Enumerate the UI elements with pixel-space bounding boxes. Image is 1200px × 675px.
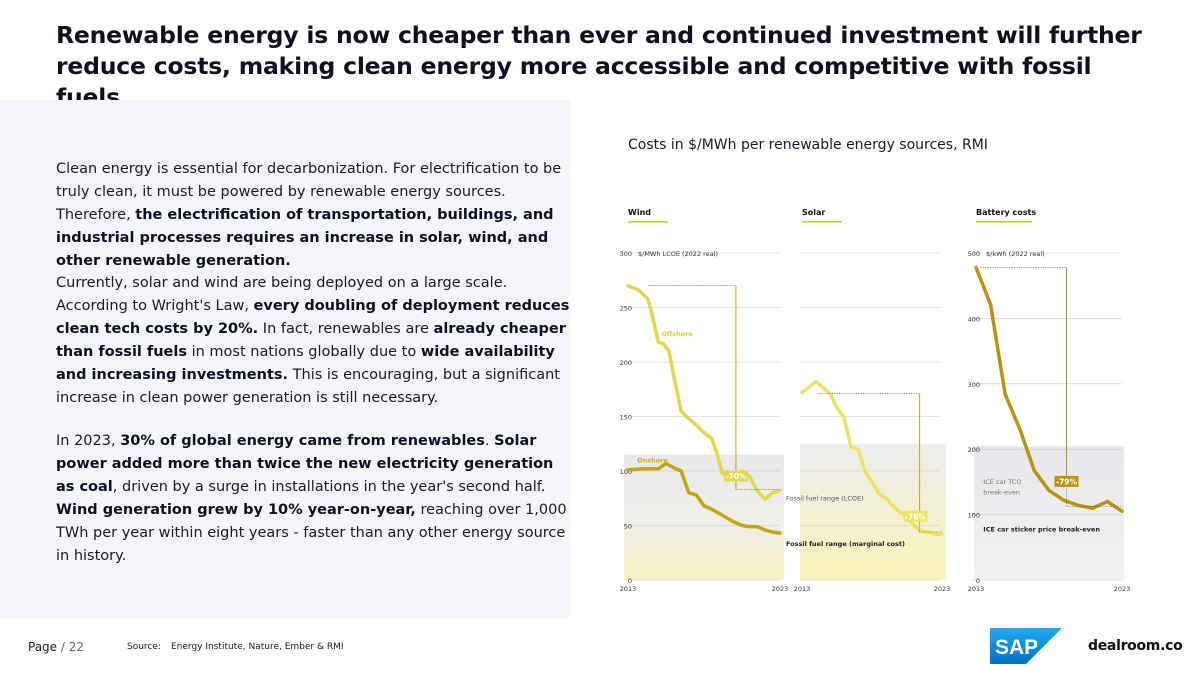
annotation-badge [1054,475,1079,487]
bold-phrase: wide availability and increasing investm… [56,344,555,383]
series-line-onshore [626,461,782,535]
chart-title: Costs in $/MWh per renewable energy sour… [628,137,988,153]
chart-panel: Costs in $/MWh per renewable energy sour… [570,100,1200,618]
sap-logo-text: SAP [995,636,1038,659]
panel-title: Solar [802,208,825,217]
y-tick-label: 50 [624,523,632,531]
bold-phrase: the electrification of transportation, b… [56,207,554,269]
bold-phrase: 30% of global energy came from renewable… [120,433,485,449]
page-label: Page [28,640,58,654]
annotation-battery: -79% [1056,477,1078,486]
label-ice-sticker: ICE car sticker price break-even [983,526,1100,534]
bold-phrase: already cheaper than fossil fuels [56,321,566,360]
source-label: Source: [127,642,161,652]
panel-title: Battery costs [976,208,1036,217]
panel-title-underline [628,221,668,223]
x-tick-label: 2013 [620,585,637,593]
text-span: In 2023, [56,433,121,449]
headline: Renewable energy is now cheaper than eve… [56,21,1142,111]
ice-breakeven-band [974,445,1124,580]
text-span: reaching over 1,000 TWh per year within … [56,502,567,564]
y-tick-label: 300 [620,250,632,258]
range-label-lcoe: Fossil fuel range (LCOE) [786,494,864,502]
y-tick-label: 150 [620,414,632,422]
series-line-battery-costs [974,265,1124,514]
y-tick-label: 0 [628,577,632,585]
fossil-range-band [624,454,784,580]
y-tick-label: 200 [620,359,632,367]
reduction-bracket [980,267,1122,508]
x-tick-label: 2013 [968,585,985,593]
label-ice-tco: ICE car TCO [983,478,1021,486]
annotation-wind: -70% [725,472,747,481]
charts-figure: Wind 0 50 100 150 200 250 300 $/MWh LCOE (2022 r… [620,208,1131,593]
x-tick-label: 2023 [772,585,789,593]
text-span: Clean energy is essential for decarboniz… [56,161,562,223]
text-span: . [484,433,495,449]
bold-phrase: Wind generation grew by 10% year-on-year… [56,502,416,518]
panel-title-underline [976,221,1032,223]
source-text: Energy Institute, Nature, Ember & RMI [171,642,344,652]
series-line-solar [800,379,944,536]
text-span: This is encouraging, but a significant i… [56,367,560,406]
page-number: / 22 [60,640,85,654]
label-ice-tco: break-even [983,488,1020,496]
annotation-badge [723,470,748,482]
y-tick-label: 100 [968,512,980,520]
series-line-offshore [626,283,782,502]
dealroom-logo: dealroom.co [1088,638,1183,654]
y-tick-label: 200 [968,446,980,454]
y-tick-label: 500 [968,250,980,258]
x-tick-label: 2023 [1114,585,1131,593]
bold-phrase: every doubling of deployment reduces cle… [56,298,570,337]
bold-phrase: Solar power added more than twice the ne… [56,433,554,495]
sap-logo: SAP [990,628,1062,664]
y-tick-label: 400 [968,315,980,323]
content-band: Clean energy is essential for decarboniz… [0,100,1200,618]
annotation-badge [903,510,928,522]
page-indicator: Page / 22 [28,640,84,654]
panel-title: Wind [628,208,651,217]
text-span: in most nations globally due to [187,344,421,360]
text-span: In fact, renewables are [258,321,434,337]
y-tick-label: 300 [968,381,980,389]
paragraph-2023-stats: In 2023, 30% of global energy came from … [56,430,571,568]
unit-label: $/MWh LCOE (2022 real) [638,250,718,258]
series-label-offshore: Offshore [661,330,693,338]
text-span: , driven by a surge in installations in … [112,479,546,495]
paragraph-wrights-law: Currently, solar and wind are being depl… [56,272,571,410]
y-tick-label: 250 [620,305,632,313]
annotation-solar: -76% [905,512,927,521]
paragraph-electrification: Clean energy is essential for decarboniz… [56,158,571,273]
text-panel: Clean energy is essential for decarboniz… [0,100,570,618]
unit-label: $/kWh (2022 real) [986,250,1045,258]
x-tick-label: 2013 [794,585,811,593]
x-tick-label: 2023 [934,585,951,593]
text-span: Currently, solar and wind are being depl… [56,275,508,314]
y-tick-label: 0 [976,577,980,585]
panel-title-underline [802,221,842,223]
series-label-onshore: Onshore [637,456,668,464]
range-label-marginal: Fossil fuel range (marginal cost) [786,540,905,548]
y-tick-label: 100 [620,468,632,476]
